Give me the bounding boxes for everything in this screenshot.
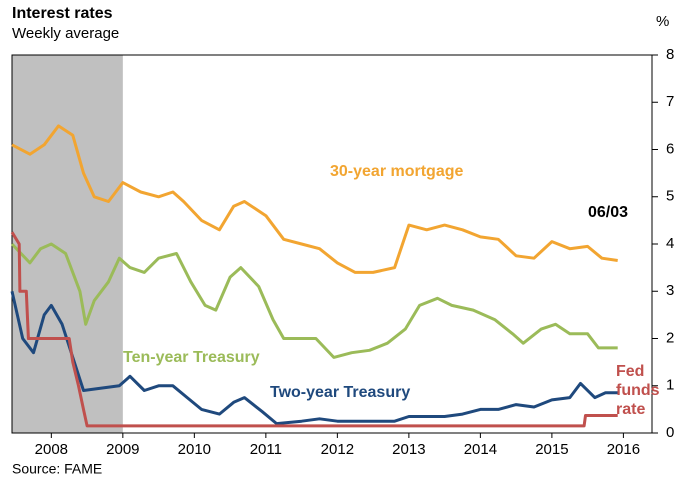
y-tick-label: 7 — [666, 93, 674, 110]
y-tick-label: 4 — [666, 235, 674, 252]
recession-shade — [12, 55, 123, 433]
series-line — [10, 231, 618, 428]
chart-subtitle: Weekly average — [12, 25, 119, 42]
series-label: Ten-year Treasury — [123, 349, 260, 366]
y-tick-label: 0 — [666, 424, 674, 441]
source: Source: FAME — [12, 461, 102, 477]
x-tick-label: 2013 — [392, 441, 425, 458]
series-line — [10, 242, 618, 359]
chart-title: Interest rates — [12, 5, 113, 22]
x-tick-label: 2009 — [106, 441, 139, 458]
y-unit: % — [656, 13, 669, 30]
x-tick-label: 2008 — [35, 441, 68, 458]
y-tick-label: 5 — [666, 188, 674, 205]
y-tick-label: 8 — [666, 46, 674, 63]
x-tick-label: 2012 — [321, 441, 354, 458]
fed-funds-label: Fed funds rate — [616, 363, 660, 418]
y-tick-label: 3 — [666, 282, 674, 299]
y-tick-label: 1 — [666, 377, 674, 394]
x-tick-label: 2014 — [464, 441, 497, 458]
series-line — [11, 124, 618, 274]
series-line — [10, 290, 618, 426]
x-tick-label: 2011 — [250, 441, 282, 458]
x-tick-label: 2016 — [607, 441, 640, 458]
x-tick-label: 2010 — [178, 441, 211, 458]
series-label: 30-year mortgage — [330, 163, 463, 180]
series-label: Two-year Treasury — [270, 384, 410, 401]
date-label: 06/03 — [588, 204, 628, 221]
x-tick-label: 2015 — [535, 441, 568, 458]
y-tick-label: 6 — [666, 140, 674, 157]
y-tick-label: 2 — [666, 329, 674, 346]
